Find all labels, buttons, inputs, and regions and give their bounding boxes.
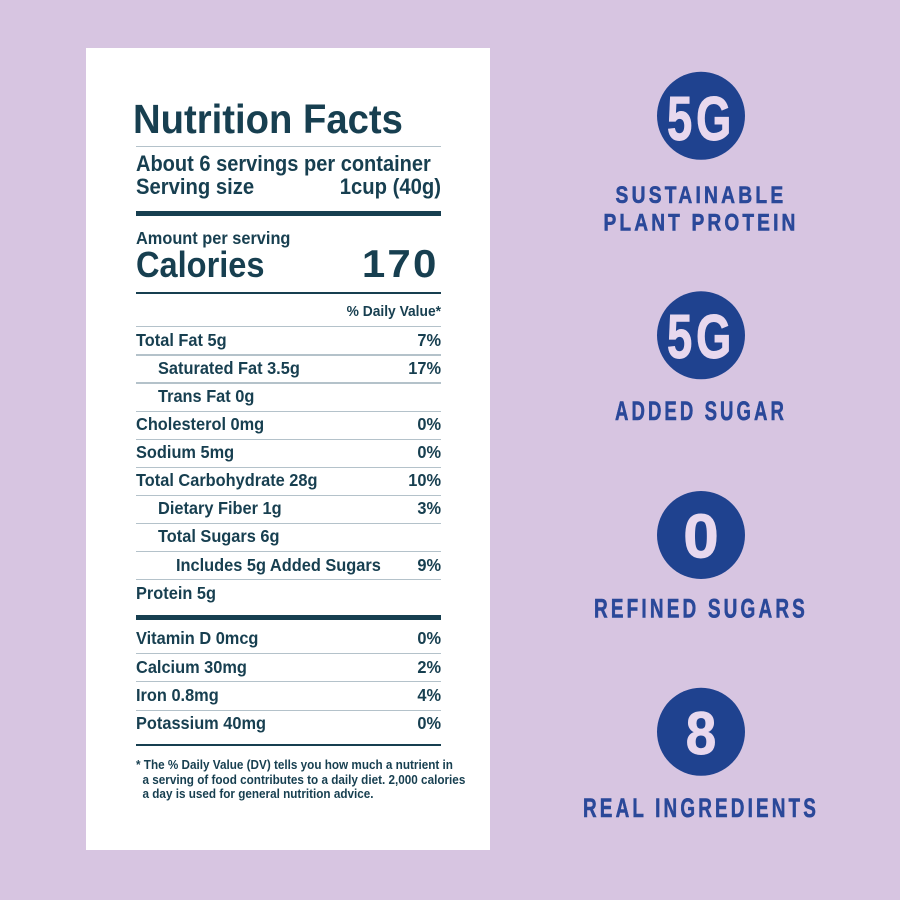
- svg-text:5G: 5G: [667, 85, 735, 154]
- svg-text:ADDED SUGAR: ADDED SUGAR: [615, 395, 787, 426]
- svg-text:0: 0: [683, 502, 719, 571]
- svg-text:REAL INGREDIENTS: REAL INGREDIENTS: [583, 793, 819, 823]
- svg-text:8: 8: [686, 699, 717, 767]
- svg-text:REFINED SUGARS: REFINED SUGARS: [594, 594, 808, 624]
- svg-text:PLANT PROTEIN: PLANT PROTEIN: [604, 209, 799, 236]
- svg-text:5G: 5G: [667, 303, 735, 372]
- svg-text:SUSTAINABLE: SUSTAINABLE: [616, 183, 787, 209]
